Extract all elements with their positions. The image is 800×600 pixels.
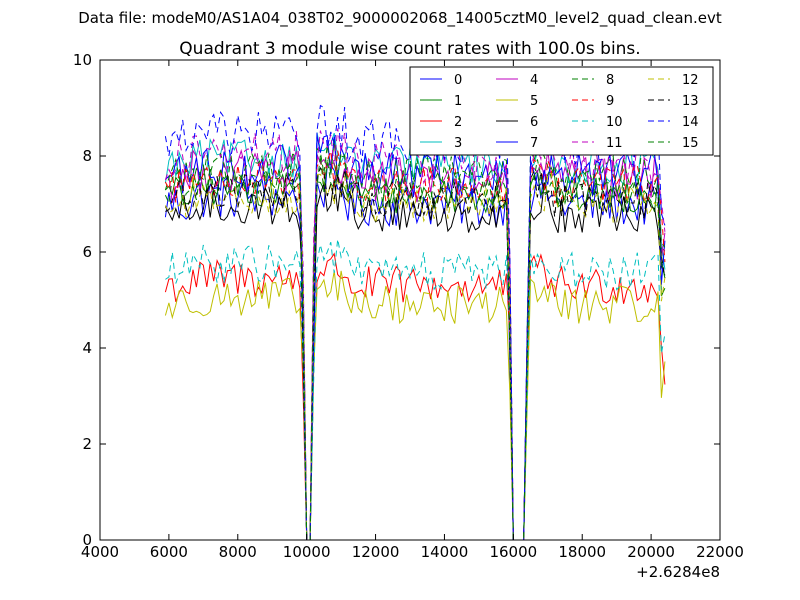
legend-label-1: 1: [454, 94, 462, 109]
x-tick-label: 10000: [283, 543, 331, 561]
legend-label-7: 7: [530, 136, 538, 151]
legend-label-6: 6: [530, 115, 538, 130]
y-tick-label: 10: [73, 51, 92, 69]
x-tick-label: 20000: [627, 543, 675, 561]
y-tick-label: 0: [82, 531, 92, 549]
legend-box: [409, 66, 714, 156]
series-line-13: [165, 166, 666, 540]
series-line-0: [164, 163, 666, 540]
x-tick-label: 12000: [352, 543, 400, 561]
series-line-10: [165, 239, 666, 540]
figure-suptitle: Data file: modeM0/AS1A04_038T02_90000020…: [78, 9, 722, 28]
legend-label-14: 14: [682, 115, 699, 130]
legend-label-4: 4: [530, 73, 538, 88]
series-line-6: [164, 179, 666, 540]
x-tick-label: 18000: [558, 543, 606, 561]
x-tick-label: 22000: [696, 543, 744, 561]
legend-label-13: 13: [682, 94, 699, 109]
series-line-12: [164, 172, 666, 540]
series-line-3: [164, 132, 666, 540]
chart-title: Quadrant 3 module wise count rates with …: [179, 39, 640, 59]
legend-label-15: 15: [682, 136, 699, 151]
axes-layer: 4000 6000 8000 10000 12000 14000 16000 18000 200…: [73, 51, 744, 581]
series-line-15: [164, 155, 666, 540]
series-line-9: [164, 150, 666, 540]
y-tick-label: 2: [82, 435, 92, 453]
series-line-5: [164, 270, 666, 540]
y-tick-label: 6: [82, 243, 92, 261]
x-tick-label: 8000: [219, 543, 257, 561]
y-tick-label: 8: [82, 147, 92, 165]
series-line-2: [164, 252, 666, 540]
x-tick-label: 6000: [150, 543, 188, 561]
legend-label-5: 5: [530, 94, 538, 109]
axes-frame: [99, 59, 721, 541]
x-tick-label: 4000: [81, 543, 119, 561]
legend-label-11: 11: [606, 136, 623, 151]
x-tick-label: 14000: [421, 543, 469, 561]
x-tick-label: 16000: [489, 543, 537, 561]
legend-label-3: 3: [454, 136, 462, 151]
legend-label-0: 0: [454, 73, 462, 88]
legend-label-9: 9: [606, 94, 614, 109]
series-line-8: [164, 139, 666, 540]
legend-label-2: 2: [454, 115, 462, 130]
legend-label-10: 10: [606, 115, 623, 130]
legend-label-8: 8: [606, 73, 614, 88]
legend-label-12: 12: [682, 73, 699, 88]
y-tick-label: 4: [82, 339, 92, 357]
x-offset-label: +2.6284e8: [636, 563, 720, 581]
